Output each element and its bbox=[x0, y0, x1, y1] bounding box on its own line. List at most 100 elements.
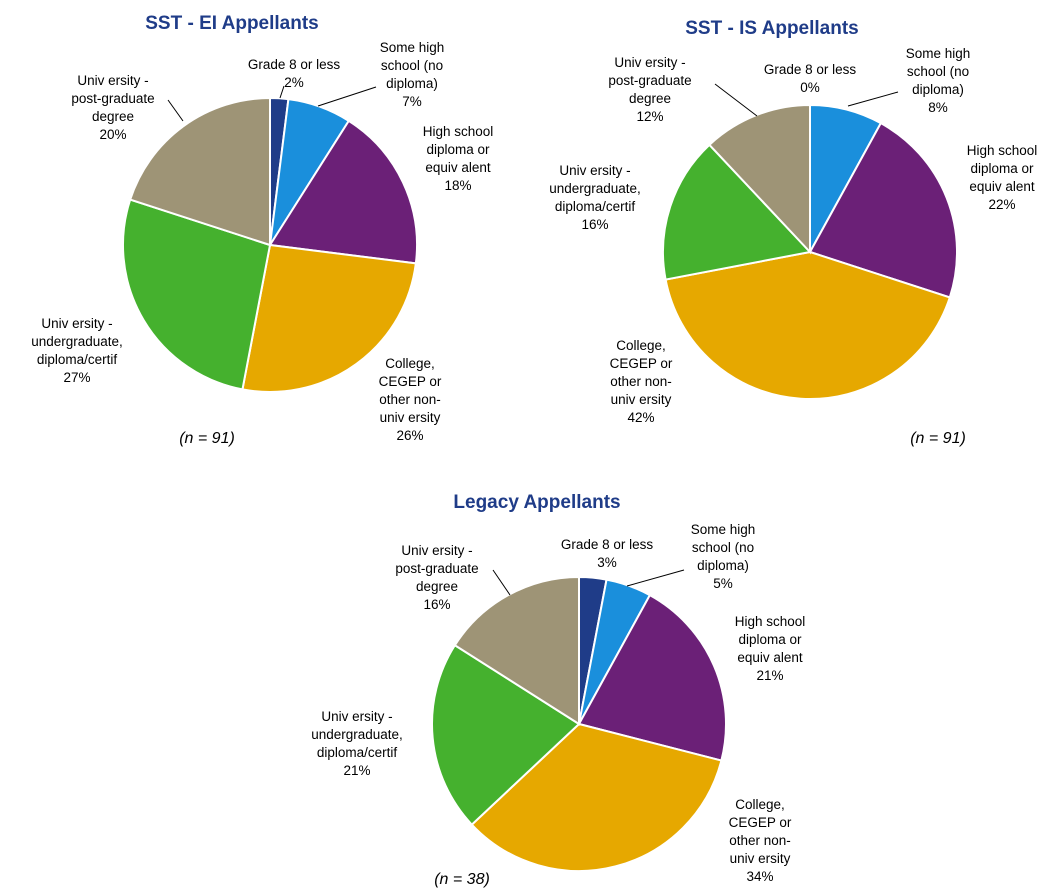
data-label-line: school (no bbox=[907, 64, 969, 79]
pie-chart-3: Legacy Appellants Grade 8 or less 3% Some h… bbox=[311, 492, 805, 888]
data-label-percent: 3% bbox=[597, 555, 617, 570]
data-label-line: diploma/certif bbox=[37, 352, 118, 367]
data-label-line: Univ ersity - bbox=[614, 55, 685, 70]
data-label-college: College, CEGEP or other non-univ ersity 42% bbox=[610, 338, 673, 425]
data-label-college: College, CEGEP or other non-univ ersity 26% bbox=[379, 356, 442, 443]
data-label-line: College, bbox=[616, 338, 666, 353]
data-label-line: undergraduate, bbox=[311, 727, 403, 742]
data-label-hsdip: High school diploma or equiv alent 18% bbox=[423, 124, 494, 193]
data-label-line: CEGEP or bbox=[379, 374, 442, 389]
data-label-line: degree bbox=[416, 579, 458, 594]
data-label-hsdip: High school diploma or equiv alent 22% bbox=[967, 143, 1038, 212]
sample-size-label: (n = 91) bbox=[179, 430, 235, 447]
data-label-line: undergraduate, bbox=[31, 334, 123, 349]
leader-line-postgrad bbox=[714, 83, 758, 117]
data-label-line: post-graduate bbox=[608, 73, 691, 88]
data-label-somehs: Some high school (no diploma) 5% bbox=[691, 522, 756, 591]
data-label-line: diploma/certif bbox=[555, 199, 636, 214]
data-label-percent: 21% bbox=[343, 763, 370, 778]
data-label-percent: 2% bbox=[284, 75, 304, 90]
pie-slice-undergrad bbox=[122, 198, 272, 391]
data-label-somehs: Some high school (no diploma) 8% bbox=[906, 46, 971, 115]
data-label-grade8: Grade 8 or less 0% bbox=[764, 62, 857, 95]
pie-slice-hsdip bbox=[268, 119, 418, 265]
pie-slice-undergrad bbox=[662, 143, 812, 281]
data-label-line: High school bbox=[735, 614, 806, 629]
pie-slice-undergrad bbox=[431, 643, 581, 827]
data-label-line: College, bbox=[385, 356, 435, 371]
data-label-line: diploma) bbox=[912, 82, 964, 97]
data-label-line: diploma) bbox=[386, 76, 438, 91]
data-label-line: diploma or bbox=[970, 161, 1034, 176]
data-label-percent: 18% bbox=[444, 178, 471, 193]
data-label-percent: 16% bbox=[581, 217, 608, 232]
data-label-line: degree bbox=[629, 91, 671, 106]
data-label-percent: 5% bbox=[713, 576, 733, 591]
data-label-postgrad: Univ ersity - post-graduate degree 16% bbox=[395, 543, 478, 612]
pie-slice-hsdip bbox=[577, 593, 727, 762]
data-label-line: post-graduate bbox=[71, 91, 154, 106]
data-label-line: High school bbox=[423, 124, 494, 139]
data-label-line: equiv alent bbox=[425, 160, 491, 175]
data-label-line: other non- bbox=[610, 374, 672, 389]
data-label-percent: 27% bbox=[63, 370, 90, 385]
data-label-line: post-graduate bbox=[395, 561, 478, 576]
data-label-undergrad: Univ ersity - undergraduate, diploma/certi… bbox=[311, 709, 403, 778]
pie-slice-hsdip bbox=[808, 121, 958, 299]
pie-slice-college bbox=[470, 722, 723, 872]
data-label-line: univ ersity bbox=[730, 851, 791, 866]
data-label-line: Univ ersity - bbox=[559, 163, 630, 178]
data-label-percent: 12% bbox=[636, 109, 663, 124]
chart-title: SST - IS Appellants bbox=[685, 18, 859, 39]
chart-title: Legacy Appellants bbox=[453, 492, 620, 513]
data-label-grade8: Grade 8 or less 3% bbox=[561, 537, 654, 570]
leader-line-postgrad bbox=[167, 99, 184, 122]
data-label-percent: 22% bbox=[988, 197, 1015, 212]
sample-size-label: (n = 91) bbox=[910, 430, 966, 447]
pie-chart-1: SST - EI Appellants Grade 8 or less 2% Some… bbox=[31, 13, 493, 447]
data-label-percent: 26% bbox=[396, 428, 423, 443]
data-label-line: CEGEP or bbox=[610, 356, 673, 371]
data-label-line: diploma) bbox=[697, 558, 749, 573]
pie-slice-postgrad bbox=[128, 96, 271, 247]
pie-slice-postgrad bbox=[453, 575, 580, 726]
data-label-percent: 16% bbox=[423, 597, 450, 612]
data-label-line: undergraduate, bbox=[549, 181, 641, 196]
data-label-college: College, CEGEP or other non-univ ersity 34% bbox=[729, 797, 792, 884]
data-label-percent: 0% bbox=[800, 80, 820, 95]
pie-chart-2: SST - IS Appellants Grade 8 or less 0% Some… bbox=[549, 18, 1037, 447]
data-label-line: Some high bbox=[906, 46, 971, 61]
data-label-line: Some high bbox=[691, 522, 756, 537]
data-label-line: diploma/certif bbox=[317, 745, 398, 760]
data-label-line: school (no bbox=[692, 540, 754, 555]
data-label-line: Grade 8 or less bbox=[561, 537, 654, 552]
leader-line-somehs bbox=[626, 569, 685, 587]
sample-size-label: (n = 38) bbox=[434, 871, 490, 888]
data-label-percent: 8% bbox=[928, 100, 948, 115]
data-label-hsdip: High school diploma or equiv alent 21% bbox=[735, 614, 806, 683]
data-label-line: diploma or bbox=[426, 142, 490, 157]
data-label-percent: 7% bbox=[402, 94, 422, 109]
data-label-grade8: Grade 8 or less 2% bbox=[248, 57, 341, 90]
data-label-line: univ ersity bbox=[611, 392, 672, 407]
data-label-postgrad: Univ ersity - post-graduate degree 20% bbox=[71, 73, 154, 142]
data-label-line: Univ ersity - bbox=[41, 316, 112, 331]
pie-slice-college bbox=[241, 243, 417, 393]
data-label-undergrad: Univ ersity - undergraduate, diploma/certi… bbox=[31, 316, 123, 385]
leader-line-postgrad bbox=[492, 569, 511, 596]
data-label-line: Univ ersity - bbox=[401, 543, 472, 558]
pie-slice-college bbox=[664, 250, 952, 400]
data-label-line: CEGEP or bbox=[729, 815, 792, 830]
data-label-line: diploma or bbox=[738, 632, 802, 647]
leader-line-grade8 bbox=[279, 85, 285, 99]
leader-line-somehs bbox=[317, 86, 377, 107]
data-label-line: High school bbox=[967, 143, 1038, 158]
data-label-percent: 42% bbox=[627, 410, 654, 425]
data-label-line: College, bbox=[735, 797, 785, 812]
data-label-line: other non- bbox=[379, 392, 441, 407]
data-label-line: Univ ersity - bbox=[77, 73, 148, 88]
data-label-line: Univ ersity - bbox=[321, 709, 392, 724]
data-label-line: equiv alent bbox=[969, 179, 1035, 194]
data-label-somehs: Some high school (no diploma) 7% bbox=[380, 40, 445, 109]
